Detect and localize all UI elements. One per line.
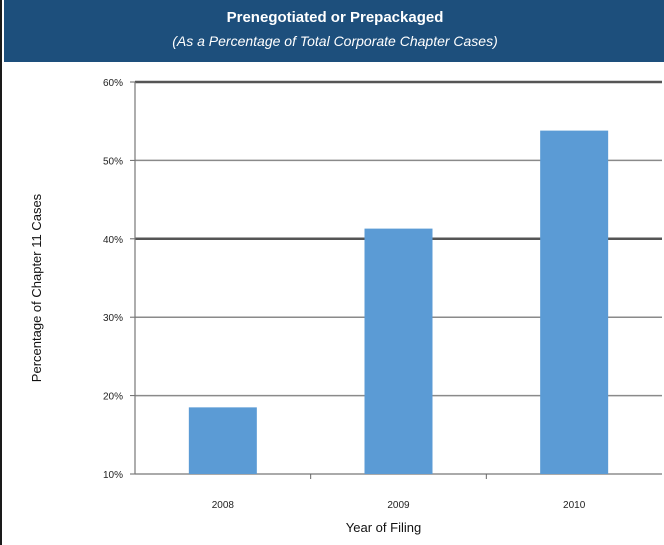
y-tick-label: 50% xyxy=(103,156,123,167)
chart-subtitle: (As a Percentage of Total Corporate Chap… xyxy=(172,33,498,49)
y-tick-label: 20% xyxy=(103,392,123,403)
y-tick-label: 60% xyxy=(103,78,123,89)
bar-2008 xyxy=(188,407,257,474)
x-tick-label: 2008 xyxy=(212,500,235,511)
y-axis-label: Percentage of Chapter 11 Cases xyxy=(29,193,44,382)
chart-title: Prenegotiated or Prepackaged xyxy=(226,9,444,26)
x-axis-label: Year of Filing xyxy=(346,520,421,535)
y-tick-label: 30% xyxy=(103,313,123,324)
y-tick-label: 40% xyxy=(103,235,123,246)
bar-2009 xyxy=(364,228,433,474)
bar-2010 xyxy=(540,130,609,474)
x-tick-label: 2010 xyxy=(563,500,586,511)
y-tick-label: 10% xyxy=(103,470,123,481)
chart-header: Prenegotiated or Prepackaged (As a Perce… xyxy=(4,0,664,62)
x-tick-label: 2009 xyxy=(387,500,410,511)
